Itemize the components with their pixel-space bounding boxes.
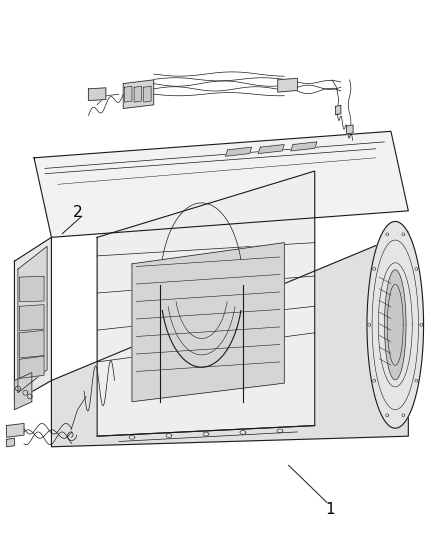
Polygon shape bbox=[20, 356, 44, 378]
Text: 1: 1 bbox=[325, 502, 335, 517]
Polygon shape bbox=[336, 106, 341, 115]
Polygon shape bbox=[20, 305, 44, 330]
Polygon shape bbox=[123, 80, 154, 109]
Polygon shape bbox=[7, 438, 14, 447]
Polygon shape bbox=[367, 221, 424, 428]
Polygon shape bbox=[97, 171, 315, 436]
Polygon shape bbox=[14, 373, 32, 410]
Polygon shape bbox=[14, 237, 51, 402]
Polygon shape bbox=[18, 246, 47, 393]
Polygon shape bbox=[132, 243, 284, 402]
Polygon shape bbox=[20, 330, 44, 358]
Polygon shape bbox=[7, 423, 24, 437]
Polygon shape bbox=[144, 86, 151, 102]
Polygon shape bbox=[124, 86, 132, 102]
Polygon shape bbox=[258, 144, 284, 154]
Polygon shape bbox=[34, 131, 408, 237]
Polygon shape bbox=[226, 147, 252, 156]
Polygon shape bbox=[385, 270, 406, 380]
Text: 2: 2 bbox=[73, 205, 82, 220]
Polygon shape bbox=[387, 284, 403, 365]
Polygon shape bbox=[291, 142, 317, 151]
Polygon shape bbox=[346, 125, 353, 134]
Polygon shape bbox=[278, 78, 297, 92]
Polygon shape bbox=[20, 276, 44, 302]
Polygon shape bbox=[88, 88, 106, 101]
Polygon shape bbox=[51, 232, 408, 447]
Polygon shape bbox=[134, 86, 141, 102]
